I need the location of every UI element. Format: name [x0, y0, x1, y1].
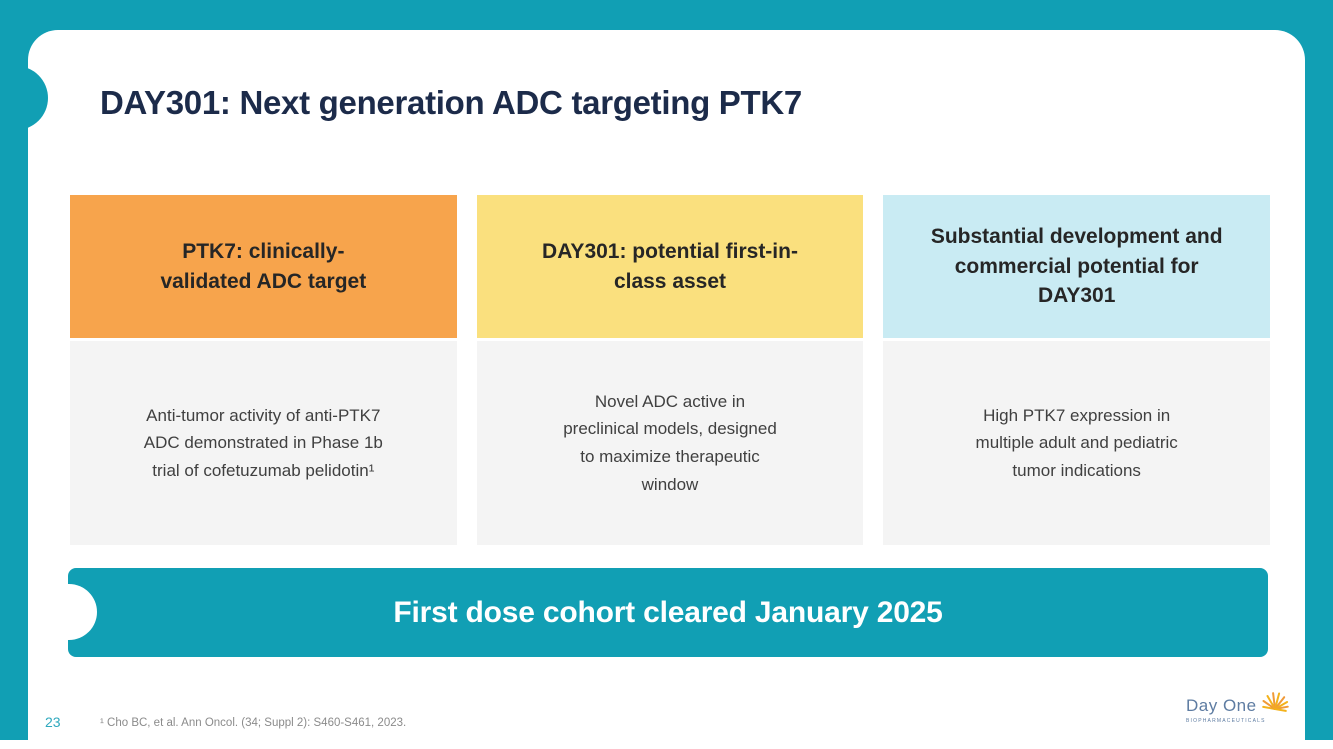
page-number: 23: [45, 714, 61, 730]
footnote: ¹ Cho BC, et al. Ann Oncol. (34; Suppl 2…: [100, 717, 407, 729]
column-header: Substantial development and commercial p…: [883, 195, 1271, 338]
column-header: DAY301: potential first-in-class asset: [476, 195, 864, 338]
slide-card: DAY301: Next generation ADC targeting PT…: [28, 30, 1305, 749]
column-header: PTK7: clinically-validated ADC target: [70, 195, 457, 338]
column-header-label: DAY301: potential first-in-class asset: [542, 239, 798, 293]
banner-notch-decoration: [68, 584, 97, 640]
column-body: High PTK7 expression in multiple adult a…: [883, 341, 1271, 545]
sunburst-icon: [1262, 692, 1289, 712]
day-one-logo: Day One BIOPHARMACEUTICALS: [1186, 692, 1296, 724]
columns-row: PTK7: clinically-validated ADC target An…: [70, 195, 1271, 545]
highlight-banner: First dose cohort cleared January 2025: [68, 568, 1268, 657]
slide-title: DAY301: Next generation ADC targeting PT…: [100, 84, 802, 121]
column-first-in-class: DAY301: potential first-in-class asset N…: [476, 195, 864, 545]
column-body-text: Novel ADC active in preclinical models, …: [563, 391, 777, 494]
column-body-text: High PTK7 expression in multiple adult a…: [975, 405, 1178, 480]
column-body: Anti-tumor activity of anti-PTK7 ADC dem…: [70, 341, 457, 545]
column-ptk7-target: PTK7: clinically-validated ADC target An…: [70, 195, 457, 545]
column-commercial-potential: Substantial development and commercial p…: [883, 195, 1271, 545]
left-notch-decoration: [28, 66, 48, 130]
column-header-label: Substantial development and commercial p…: [930, 224, 1223, 308]
logo-subtext: BIOPHARMACEUTICALS: [1186, 718, 1266, 724]
column-header-label: PTK7: clinically-validated ADC target: [160, 239, 367, 293]
logo-wordmark: Day One: [1186, 696, 1257, 715]
column-body-text: Anti-tumor activity of anti-PTK7 ADC dem…: [143, 405, 383, 480]
column-body: Novel ADC active in preclinical models, …: [476, 341, 864, 545]
banner-label: First dose cohort cleared January 2025: [393, 595, 943, 629]
